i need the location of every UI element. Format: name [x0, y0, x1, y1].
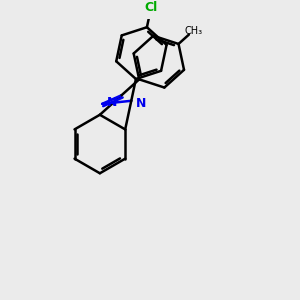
Text: CH₃: CH₃ [184, 26, 202, 35]
Text: Cl: Cl [145, 1, 158, 14]
Text: N: N [136, 97, 147, 110]
Text: N: N [107, 96, 118, 109]
